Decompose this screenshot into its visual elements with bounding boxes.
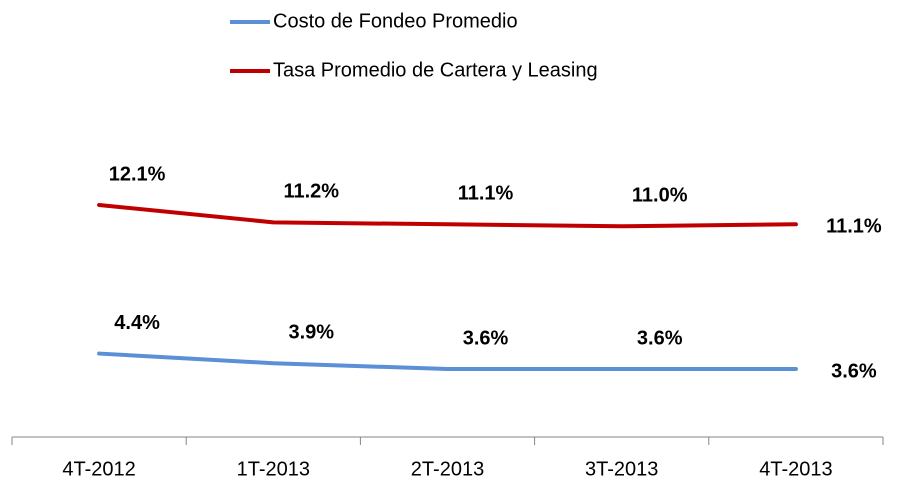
series-line	[97, 351, 798, 371]
data-label: 11.1%	[826, 216, 882, 238]
x-tick-label: 3T-2013	[585, 458, 658, 480]
data-label: 3.9%	[289, 321, 335, 343]
data-label: 3.6%	[831, 360, 877, 382]
x-tick-label: 2T-2013	[411, 458, 484, 480]
x-tick-label: 1T-2013	[237, 458, 310, 480]
x-tick-label: 4T-2012	[62, 458, 135, 480]
legend-label: Tasa Promedio de Cartera y Leasing	[273, 59, 598, 81]
legend-label: Costo de Fondeo Promedio	[273, 10, 518, 32]
series-line	[97, 203, 798, 229]
data-label: 3.6%	[463, 327, 509, 349]
x-tick-label: 4T-2013	[759, 458, 832, 480]
data-label: 12.1%	[109, 163, 166, 185]
data-label: 11.2%	[283, 181, 339, 203]
data-label: 3.6%	[637, 327, 683, 349]
data-label: 4.4%	[114, 312, 160, 334]
data-label: 11.1%	[458, 183, 514, 205]
data-label: 11.0%	[632, 185, 688, 207]
